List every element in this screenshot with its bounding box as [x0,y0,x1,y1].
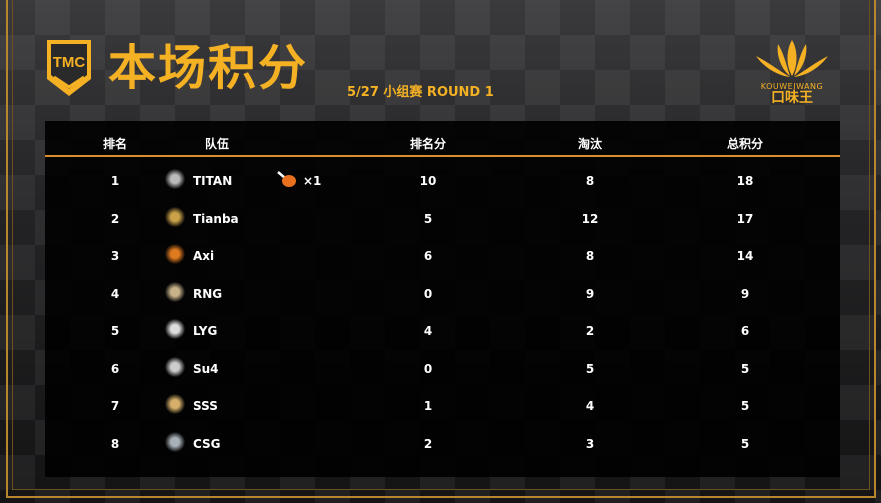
page-title: 本场积分 [108,40,309,96]
chicken-drumstick-icon [277,171,296,187]
team-logo-icon [165,169,185,189]
kill-points: 5 [585,361,595,376]
chicken-count: ×1 [303,174,322,188]
team-name: LYG [193,324,218,338]
table-row: 7 SSS 1 4 5 [45,386,840,423]
sponsor-name-en: KOUWEIWANG [760,82,824,91]
kill-points: 3 [585,436,595,451]
total-points: 14 [736,249,754,263]
sponsor-name-cn: 口味王 [771,90,813,106]
rank: 6 [110,361,120,376]
svg-text:TMC: TMC [53,54,86,71]
col-placement: 排名分 [409,137,447,151]
col-rank: 排名 [102,137,128,151]
kill-points: 8 [585,249,595,263]
total-points: 5 [740,436,750,451]
rank: 1 [110,174,120,188]
lotus-icon [756,40,828,77]
placement-points: 6 [423,249,433,263]
kill-points: 9 [585,286,595,301]
total-points: 5 [740,361,750,376]
table-row: 3 Axi 6 8 14 [45,236,840,273]
table-row: 2 Tianba 5 12 17 [45,199,840,236]
col-kills: 淘汰 [577,137,603,151]
table-row: 8 CSG 2 3 5 [45,424,840,461]
table-row: 5 LYG 4 2 6 [45,311,840,348]
match-subtitle: 5/27 小组赛 ROUND 1 [347,85,494,100]
kill-points: 8 [585,174,595,188]
team-name: Axi [193,249,215,263]
team-logo-icon [165,206,185,227]
kill-points: 2 [585,324,595,338]
team-logo-icon [165,319,185,339]
team-logo-icon [165,281,185,302]
rank: 3 [110,249,120,263]
team-logo-icon [165,356,185,377]
kill-points: 4 [585,399,595,413]
total-points: 5 [740,399,750,413]
table-row: 1 TITAN ×1 10 8 18 [45,161,840,198]
placement-points: 5 [423,211,433,226]
team-logo-icon [165,394,185,414]
tmc-logo: TMC [47,40,91,96]
col-team: 队伍 [204,137,230,151]
table-row: 4 RNG 0 9 9 [45,274,840,311]
team-name: CSG [193,436,221,451]
team-name: Tianba [193,211,239,226]
team-logo-icon [165,244,185,264]
team-name: SSS [193,399,218,413]
team-name: TITAN [193,174,233,188]
total-points: 6 [740,324,750,338]
team-name: Su4 [193,361,219,376]
table-row: 6 Su4 0 5 5 [45,349,840,386]
sponsor-logo: KOUWEIWANG 口味王 [748,36,836,105]
team-logo-icon [165,431,185,452]
kill-points: 12 [581,211,599,226]
placement-points: 4 [423,324,433,338]
standings-table: 排名 队伍 排名分 淘汰 总积分 1 TITAN ×1 10 8 18 2 Tian… [45,121,840,477]
placement-points: 0 [423,361,433,376]
col-total: 总积分 [726,137,764,151]
rank: 4 [110,286,120,301]
placement-points: 1 [423,399,433,413]
rank: 8 [110,436,120,451]
total-points: 17 [736,211,754,226]
rank: 2 [110,211,120,226]
placement-points: 0 [423,286,433,301]
rank: 7 [110,399,120,413]
placement-points: 10 [419,174,437,188]
placement-points: 2 [423,436,433,451]
total-points: 9 [740,286,750,301]
total-points: 18 [736,174,754,188]
rank: 5 [110,324,120,338]
table-header: 排名 队伍 排名分 淘汰 总积分 [45,121,840,157]
team-name: RNG [193,286,223,301]
